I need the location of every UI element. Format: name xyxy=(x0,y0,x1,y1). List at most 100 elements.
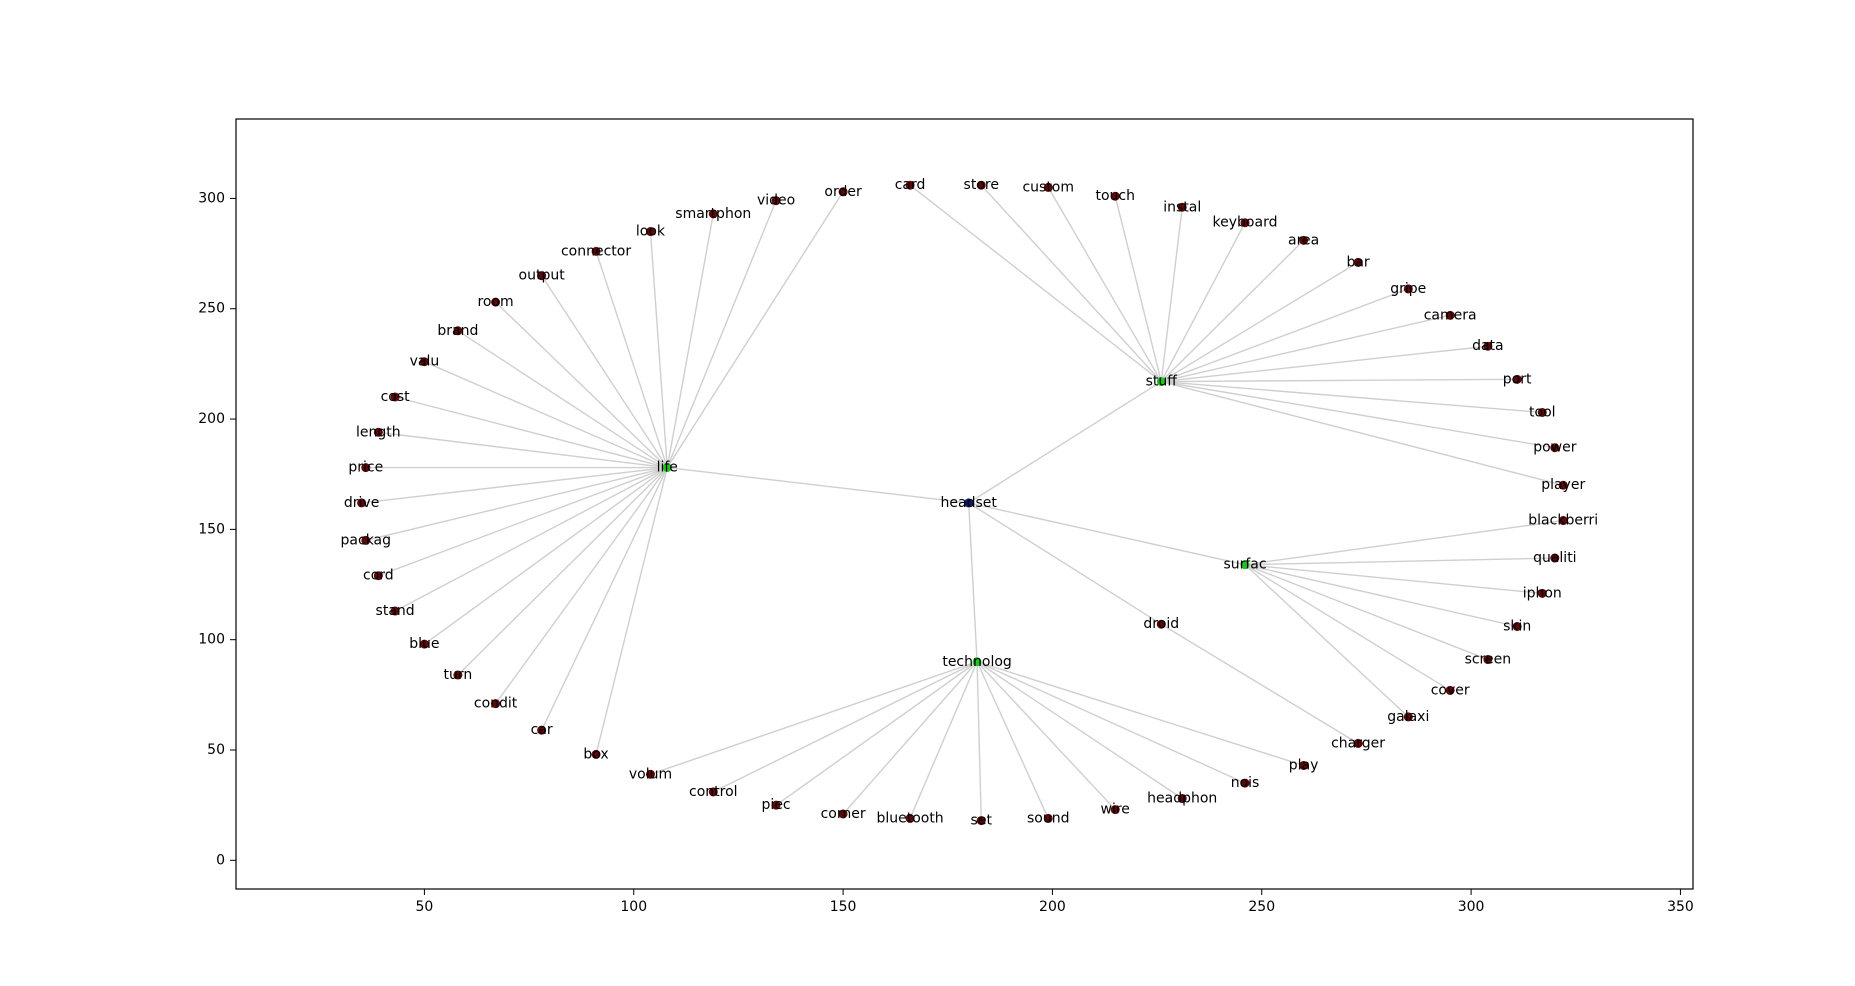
edge-technolog-bluetooth xyxy=(909,661,978,819)
node-screen xyxy=(1483,655,1493,665)
node-label-bluetooth: bluetooth xyxy=(876,810,943,826)
edge-stuff-keyboard xyxy=(1160,222,1246,382)
node-label-port: port xyxy=(1503,371,1532,387)
node-labels-layer: headset life stuff surfac technolog droid char… xyxy=(341,177,1599,828)
x-tick-label-350: 350 xyxy=(1667,899,1694,915)
node-nois xyxy=(1240,778,1250,788)
edge-headset-life xyxy=(667,466,969,504)
node-label-stand: stand xyxy=(376,603,415,619)
node-label-camera: camera xyxy=(1424,307,1477,323)
node-label-turn: turn xyxy=(444,667,473,683)
node-connector xyxy=(591,246,601,256)
node-label-store: store xyxy=(964,177,999,193)
node-charger xyxy=(1353,738,1363,748)
edge-technolog-set xyxy=(976,661,982,821)
node-label-play: play xyxy=(1289,757,1319,773)
node-label-bar: bar xyxy=(1346,254,1369,270)
node-life xyxy=(662,463,672,473)
node-look xyxy=(645,227,655,237)
node-cord xyxy=(373,571,383,581)
edge-life-blue xyxy=(423,467,668,645)
node-label-surfac: surfac xyxy=(1223,557,1266,573)
node-label-droid: droid xyxy=(1143,616,1179,632)
edge-stuff-port xyxy=(1161,378,1518,383)
node-cover xyxy=(1445,685,1455,695)
node-set xyxy=(976,816,986,826)
node-label-custom: custom xyxy=(1022,179,1074,195)
x-tick-label-150: 150 xyxy=(830,899,857,915)
edge-surfac-iphon xyxy=(1244,563,1543,595)
edge-stuff-power xyxy=(1161,380,1555,449)
node-label-packag: packag xyxy=(341,532,392,548)
node-piec xyxy=(771,800,781,810)
y-tick-label-100: 100 xyxy=(198,632,225,648)
node-label-card: card xyxy=(895,177,926,193)
edge-technolog-nois xyxy=(976,661,1246,784)
edge-stuff-bar xyxy=(1160,261,1359,383)
edge-stuff-store xyxy=(980,184,1162,383)
node-label-blackberri: blackberri xyxy=(1528,513,1598,529)
node-control xyxy=(708,787,718,797)
node-label-room: room xyxy=(477,294,513,310)
node-custom xyxy=(1043,182,1053,192)
edge-technolog-corner xyxy=(842,661,978,815)
node-label-technolog: technolog xyxy=(942,654,1011,670)
edge-technolog-control xyxy=(712,661,978,793)
y-tick-label-0: 0 xyxy=(216,852,225,868)
node-video xyxy=(771,196,781,206)
node-label-instal: instal xyxy=(1163,199,1201,215)
node-store xyxy=(976,180,986,190)
node-blackberri xyxy=(1558,516,1568,526)
edge-stuff-touch xyxy=(1114,196,1162,382)
edge-stuff-player xyxy=(1161,380,1564,486)
edge-surfac-qualiti xyxy=(1244,557,1555,566)
node-turn xyxy=(453,670,463,680)
edge-headset-stuff xyxy=(968,380,1162,504)
node-power xyxy=(1550,443,1560,453)
edge-life-smartphon xyxy=(666,213,714,468)
edge-life-box xyxy=(595,467,668,755)
node-skin xyxy=(1512,621,1522,631)
node-valu xyxy=(419,357,429,367)
node-tool xyxy=(1537,407,1547,417)
edge-life-order xyxy=(666,191,844,468)
node-label-headset: headset xyxy=(941,495,998,511)
node-bluetooth xyxy=(905,813,915,823)
node-label-tool: tool xyxy=(1529,404,1556,420)
node-touch xyxy=(1110,191,1120,201)
node-play xyxy=(1299,760,1309,770)
node-player xyxy=(1558,480,1568,490)
edge-life-cord xyxy=(378,466,668,577)
node-instal xyxy=(1177,202,1187,212)
edge-headset-technolog xyxy=(967,502,978,662)
node-label-brand: brand xyxy=(437,323,478,339)
edge-stuff-instal xyxy=(1160,207,1183,382)
node-label-volum: volum xyxy=(629,766,672,782)
edge-technolog-play xyxy=(976,661,1304,767)
node-headphon xyxy=(1177,794,1187,804)
edge-headset-droid xyxy=(968,502,1162,625)
node-label-life: life xyxy=(657,460,678,476)
node-stand xyxy=(390,606,400,616)
node-camera xyxy=(1445,310,1455,320)
node-room xyxy=(491,297,501,307)
node-label-player: player xyxy=(1541,477,1585,493)
node-order xyxy=(838,187,848,197)
node-box xyxy=(591,749,601,759)
edge-life-video xyxy=(666,200,777,468)
node-label-blue: blue xyxy=(409,636,439,652)
node-label-connector: connector xyxy=(561,243,631,259)
edge-surfac-skin xyxy=(1244,563,1518,628)
node-label-qualiti: qualiti xyxy=(1533,550,1577,566)
node-card xyxy=(905,180,915,190)
node-sound xyxy=(1043,813,1053,823)
node-label-area: area xyxy=(1288,232,1319,248)
edge-stuff-tool xyxy=(1161,380,1543,414)
edge-life-output xyxy=(541,275,668,468)
node-packag xyxy=(361,535,371,545)
edge-life-brand xyxy=(457,330,668,469)
x-tick-label-300: 300 xyxy=(1458,899,1485,915)
edge-surfac-galaxi xyxy=(1244,564,1409,718)
node-brand xyxy=(453,326,463,336)
